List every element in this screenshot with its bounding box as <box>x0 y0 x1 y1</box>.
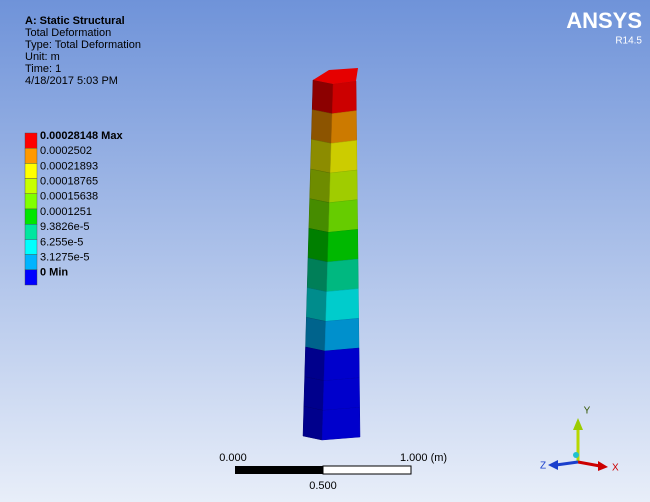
scale-segment <box>235 466 323 474</box>
model-front <box>324 348 360 381</box>
logo-version: R14.5 <box>615 36 642 47</box>
scale-segment <box>323 466 411 474</box>
header-line: Unit: m <box>25 51 60 63</box>
legend-swatch <box>25 239 37 254</box>
model <box>303 68 360 440</box>
triad-label: Z <box>540 461 546 472</box>
model-side <box>309 199 330 233</box>
model-front <box>328 229 359 262</box>
legend-swatch <box>25 209 37 224</box>
legend-label: 0.00028148 Max <box>40 130 123 142</box>
viewport: A: Static Structural Total DeformationTy… <box>0 0 650 502</box>
model-side <box>305 347 325 381</box>
model-side <box>306 317 326 351</box>
model-front <box>326 289 359 322</box>
model-side <box>308 228 328 262</box>
legend-swatch <box>25 255 37 270</box>
header-line: 4/18/2017 5:03 PM <box>25 75 118 87</box>
triad-label: Y <box>584 406 591 417</box>
legend-swatch <box>25 224 37 239</box>
model-front <box>330 140 357 173</box>
model-side <box>312 80 333 114</box>
legend-label: 6.255e-5 <box>40 236 83 248</box>
model-side <box>306 288 326 322</box>
legend-swatch <box>25 194 37 209</box>
model-front <box>323 378 360 411</box>
model-front <box>331 111 357 144</box>
model-front <box>325 318 359 351</box>
model-front <box>327 259 359 292</box>
model-front <box>322 407 360 440</box>
logo: ANSYS <box>566 8 642 33</box>
triad-origin <box>573 452 579 458</box>
legend-label: 0.00018765 <box>40 176 98 188</box>
legend-label: 9.3826e-5 <box>40 221 90 233</box>
legend-swatch <box>25 179 37 194</box>
model-side <box>310 169 331 203</box>
legend-label: 0 Min <box>40 267 68 279</box>
scale-label: 1.000 (m) <box>400 452 447 464</box>
model-front <box>332 81 356 114</box>
legend-label: 0.00021893 <box>40 160 98 172</box>
model-side <box>303 406 323 440</box>
legend-swatch <box>25 148 37 163</box>
scale-label: 0.500 <box>309 480 337 492</box>
model-front <box>329 170 357 203</box>
legend-swatch <box>25 270 37 285</box>
legend-label: 0.0002502 <box>40 145 92 157</box>
legend-label: 0.0001251 <box>40 206 92 218</box>
model-front <box>328 200 357 233</box>
header-line: Time: 1 <box>25 63 61 75</box>
legend-label: 3.1275e-5 <box>40 252 90 264</box>
triad-label: X <box>612 463 619 474</box>
model-side <box>304 377 324 411</box>
model-side <box>311 139 332 173</box>
legend-swatch <box>25 163 37 178</box>
model-side <box>311 110 332 144</box>
model-side <box>307 258 327 292</box>
header-title: A: Static Structural <box>25 15 125 27</box>
header-line: Total Deformation <box>25 27 111 39</box>
header-line: Type: Total Deformation <box>25 39 141 51</box>
legend-swatch <box>25 133 37 148</box>
scale-label: 0.000 <box>219 452 247 464</box>
legend-label: 0.00015638 <box>40 191 98 203</box>
